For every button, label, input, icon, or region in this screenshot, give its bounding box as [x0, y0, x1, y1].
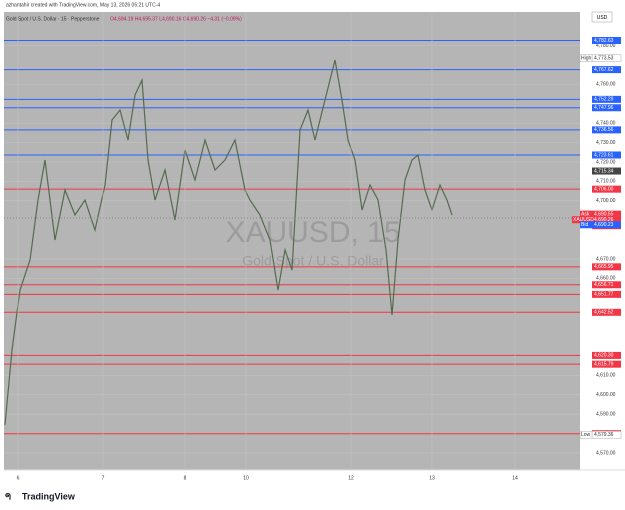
credit: azhantahir created with TradingView.com,…: [6, 2, 160, 8]
marker-label-box: [579, 431, 593, 439]
date-label: 13: [429, 475, 435, 481]
marker-label-box: [579, 54, 593, 62]
level-price: 4,752.29: [594, 97, 614, 103]
level-price: 4,767.62: [594, 67, 614, 73]
price-label: 4,760.00: [596, 82, 616, 88]
symbol: Gold Spot / U.S. Dollar · 15 · Peppersto…: [6, 16, 100, 22]
level-price: 4,651.77: [594, 292, 614, 298]
date-label: 14: [512, 475, 518, 481]
level-price: 4,706.00: [594, 186, 614, 192]
level-price: 4,723.61: [594, 152, 614, 158]
price-label: 4,670.00: [596, 256, 616, 262]
watermark-symbol: XAUUSD, 15: [225, 216, 400, 249]
marker-tag: [592, 167, 621, 175]
marker-label: High: [581, 55, 592, 61]
date-label: 8: [184, 475, 187, 481]
marker-price: 4,715.34: [594, 168, 614, 174]
level-price: 4,615.79: [594, 361, 614, 367]
level-tag: [592, 104, 621, 112]
level-price: 4,747.96: [594, 105, 614, 111]
plot-area: [4, 12, 580, 470]
price-label: 4,710.00: [596, 179, 616, 185]
date-label: 10: [243, 475, 249, 481]
date-label: 12: [348, 475, 354, 481]
level-price: 4,620.30: [594, 353, 614, 359]
level-tag: [592, 263, 621, 271]
level-tag: [592, 351, 621, 359]
marker-label: Ask: [581, 211, 590, 217]
level-price: 4,642.52: [594, 310, 614, 316]
level-tag: [592, 36, 621, 44]
ohlc: O4,694.19 H4,695.37 L4,690.16 C4,690.26 …: [110, 16, 242, 22]
price-path: [4, 59, 453, 426]
marker-label: Low: [581, 432, 591, 438]
price-label: 4,720.00: [596, 159, 616, 165]
price-label: 4,570.00: [596, 450, 616, 456]
marker-price: 4,579.36: [594, 432, 614, 438]
level-price: 4,782.63: [594, 38, 614, 44]
level-tag: [592, 308, 621, 316]
currency[interactable]: USD: [597, 15, 608, 21]
date-label: 7: [102, 475, 105, 481]
level-price: 4,665.95: [594, 264, 614, 270]
watermark-name: Gold Spot / U.S. Dollar: [242, 253, 384, 269]
level-price: 4,736.56: [594, 127, 614, 133]
marker-label: XAUUSD: [573, 217, 594, 223]
marker-price: 4,690.55: [594, 211, 614, 217]
marker-price: 4,690.23: [594, 222, 614, 228]
date-label: 6: [17, 475, 20, 481]
marker-tag: [592, 210, 621, 218]
footer-logo: TradingView: [22, 491, 76, 501]
level-tag: [592, 185, 621, 193]
marker-tag: [592, 221, 621, 229]
level-tag: [592, 290, 621, 298]
marker-label: Bid: [581, 222, 588, 228]
price-label: 4,610.00: [596, 373, 616, 379]
level-price: 4,656.71: [594, 282, 614, 288]
price-label: 4,700.00: [596, 198, 616, 204]
price-axis: [580, 12, 625, 470]
marker-price: 4,773.53: [594, 55, 614, 61]
marker-label-box: [580, 210, 592, 218]
level-tag: [592, 360, 621, 368]
level-tag: [592, 95, 621, 103]
level-tag: [592, 126, 621, 134]
price-label: 4,590.00: [596, 412, 616, 418]
marker-label-box: [580, 221, 592, 229]
level-tag: [592, 281, 621, 289]
price-label: 4,600.00: [596, 392, 616, 398]
logo-icon: ᖗ: [5, 491, 11, 501]
price-label: 4,730.00: [596, 140, 616, 146]
level-tag: [592, 151, 621, 159]
price-label: 4,780.00: [596, 43, 616, 49]
currency-box[interactable]: [591, 11, 613, 23]
marker-price: 4,690.26: [594, 217, 614, 223]
marker-label-box: [572, 216, 592, 224]
price-label: 4,660.00: [596, 276, 616, 282]
price-label: 4,740.00: [596, 121, 616, 127]
level-tag: [592, 66, 621, 74]
